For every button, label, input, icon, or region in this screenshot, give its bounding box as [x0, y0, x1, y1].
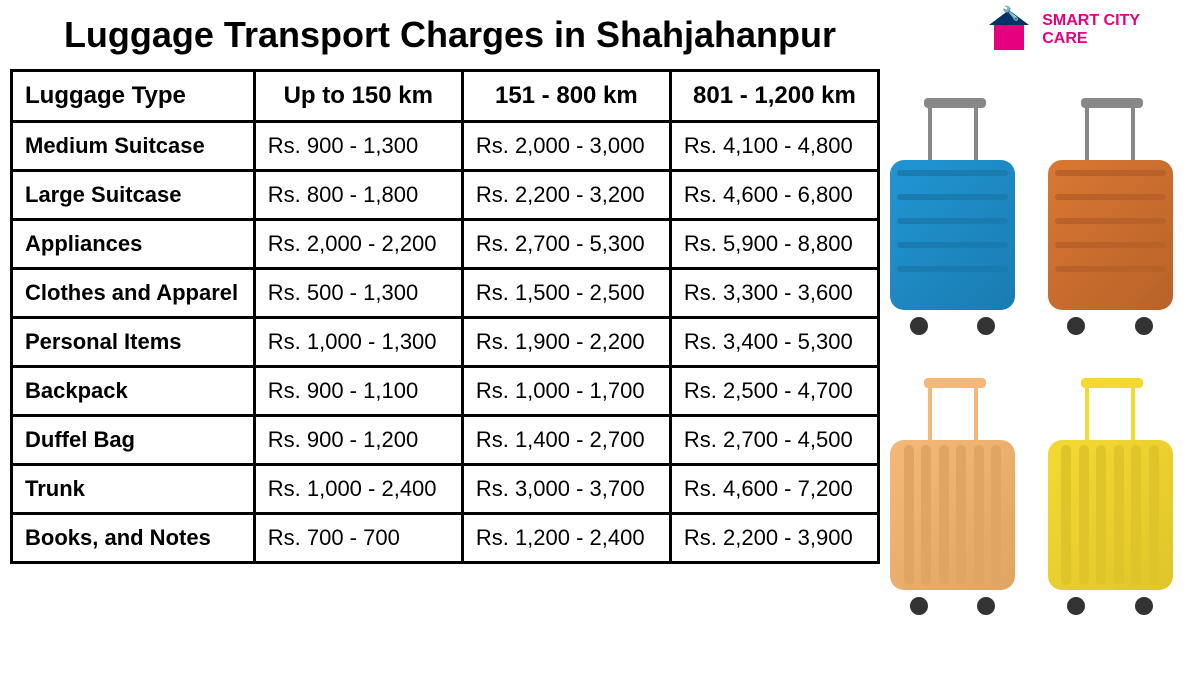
table-cell: Personal Items [12, 317, 255, 366]
pricing-table: Luggage TypeUp to 150 km151 - 800 km801 … [10, 69, 880, 564]
table-cell: Duffel Bag [12, 415, 255, 464]
table-row: Clothes and ApparelRs. 500 - 1,300Rs. 1,… [12, 268, 879, 317]
table-row: AppliancesRs. 2,000 - 2,200Rs. 2,700 - 5… [12, 219, 879, 268]
page-title: Luggage Transport Charges in Shahjahanpu… [60, 0, 840, 59]
logo: 🔧 SMART CITY CARE [984, 10, 1140, 50]
table-cell: Books, and Notes [12, 513, 255, 562]
table-cell: Medium Suitcase [12, 121, 255, 170]
table-cell: Rs. 800 - 1,800 [254, 170, 462, 219]
table-cell: Rs. 900 - 1,200 [254, 415, 462, 464]
table-cell: Rs. 1,000 - 1,300 [254, 317, 462, 366]
table-cell: Rs. 2,500 - 4,700 [670, 366, 878, 415]
table-cell: Rs. 1,000 - 1,700 [462, 366, 670, 415]
table-row: Large SuitcaseRs. 800 - 1,800Rs. 2,200 -… [12, 170, 879, 219]
table-cell: Rs. 5,900 - 8,800 [670, 219, 878, 268]
table-cell: Rs. 4,600 - 7,200 [670, 464, 878, 513]
table-cell: Rs. 1,900 - 2,200 [462, 317, 670, 366]
table-cell: Rs. 2,200 - 3,900 [670, 513, 878, 562]
yellow-suitcase-icon [1043, 380, 1178, 620]
table-cell: Rs. 1,400 - 2,700 [462, 415, 670, 464]
table-header-cell: Luggage Type [12, 70, 255, 121]
table-cell: Rs. 500 - 1,300 [254, 268, 462, 317]
table-cell: Rs. 2,200 - 3,200 [462, 170, 670, 219]
peach-suitcase-icon [885, 380, 1020, 620]
table-cell: Rs. 1,200 - 2,400 [462, 513, 670, 562]
table-cell: Rs. 2,700 - 5,300 [462, 219, 670, 268]
orange-suitcase-icon [1043, 100, 1178, 340]
table-cell: Backpack [12, 366, 255, 415]
table-row: BackpackRs. 900 - 1,100Rs. 1,000 - 1,700… [12, 366, 879, 415]
table-row: Books, and NotesRs. 700 - 700Rs. 1,200 -… [12, 513, 879, 562]
table-cell: Rs. 2,700 - 4,500 [670, 415, 878, 464]
table-cell: Appliances [12, 219, 255, 268]
table-cell: Rs. 2,000 - 2,200 [254, 219, 462, 268]
table-row: Duffel BagRs. 900 - 1,200Rs. 1,400 - 2,7… [12, 415, 879, 464]
table-row: Personal ItemsRs. 1,000 - 1,300Rs. 1,900… [12, 317, 879, 366]
table-cell: Rs. 4,100 - 4,800 [670, 121, 878, 170]
table-row: TrunkRs. 1,000 - 2,400Rs. 3,000 - 3,700R… [12, 464, 879, 513]
table-cell: Rs. 3,000 - 3,700 [462, 464, 670, 513]
table-cell: Trunk [12, 464, 255, 513]
logo-text: SMART CITY CARE [1042, 12, 1140, 47]
table-header-row: Luggage TypeUp to 150 km151 - 800 km801 … [12, 70, 879, 121]
table-cell: Rs. 2,000 - 3,000 [462, 121, 670, 170]
table-cell: Rs. 900 - 1,100 [254, 366, 462, 415]
logo-house-icon: 🔧 [984, 10, 1034, 50]
table-cell: Rs. 1,500 - 2,500 [462, 268, 670, 317]
table-cell: Clothes and Apparel [12, 268, 255, 317]
table-header-cell: 151 - 800 km [462, 70, 670, 121]
table-header-cell: Up to 150 km [254, 70, 462, 121]
table-row: Medium SuitcaseRs. 900 - 1,300Rs. 2,000 … [12, 121, 879, 170]
table-cell: Large Suitcase [12, 170, 255, 219]
suitcase-graphics [885, 100, 1185, 620]
table-cell: Rs. 700 - 700 [254, 513, 462, 562]
pricing-table-container: Luggage TypeUp to 150 km151 - 800 km801 … [10, 69, 880, 564]
table-header-cell: 801 - 1,200 km [670, 70, 878, 121]
logo-line1: SMART CITY [1042, 12, 1140, 30]
table-cell: Rs. 1,000 - 2,400 [254, 464, 462, 513]
table-cell: Rs. 900 - 1,300 [254, 121, 462, 170]
logo-line2: CARE [1042, 30, 1140, 48]
blue-suitcase-icon [885, 100, 1020, 340]
table-cell: Rs. 3,400 - 5,300 [670, 317, 878, 366]
table-cell: Rs. 4,600 - 6,800 [670, 170, 878, 219]
table-cell: Rs. 3,300 - 3,600 [670, 268, 878, 317]
